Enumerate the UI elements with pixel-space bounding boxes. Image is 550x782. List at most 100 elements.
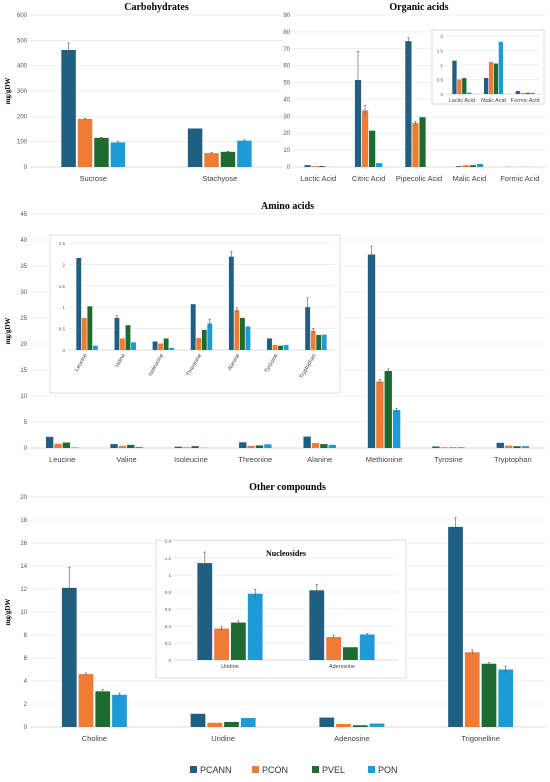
bar-pcann bbox=[76, 257, 82, 350]
bar-pvel bbox=[278, 345, 283, 350]
legend-label-pvel: PVEL bbox=[322, 765, 345, 775]
y-tick-label: 25 bbox=[20, 316, 27, 322]
bar-pcann bbox=[61, 587, 77, 727]
y-tick-label: 0 bbox=[168, 658, 171, 663]
bar-pcann bbox=[309, 590, 325, 660]
bar-pcon bbox=[78, 674, 94, 727]
bar-pcon bbox=[488, 62, 494, 94]
bar-pon bbox=[110, 142, 126, 167]
bar-pvel bbox=[316, 335, 322, 350]
category-label: Tyrosine bbox=[434, 455, 462, 464]
y-tick-label: 5 bbox=[24, 420, 28, 426]
bar-pcon bbox=[440, 447, 448, 448]
bar-pvel bbox=[220, 151, 236, 167]
bar-pon bbox=[283, 344, 289, 350]
bar-pon bbox=[530, 92, 535, 94]
bar-pvel bbox=[94, 137, 109, 167]
bar-pcann bbox=[452, 60, 457, 94]
y-tick-label: 12 bbox=[20, 587, 27, 593]
bar-pon bbox=[457, 447, 465, 448]
bar-pcann bbox=[448, 526, 463, 727]
category-label: Uridine bbox=[211, 734, 235, 743]
bar-pon bbox=[392, 410, 401, 448]
bar-pvel bbox=[384, 371, 392, 448]
bar-pvel bbox=[191, 446, 199, 448]
bar-pcann bbox=[483, 78, 489, 94]
bar-pcann bbox=[228, 256, 234, 350]
y-axis-label: mg/gDW bbox=[4, 599, 12, 626]
bar-pon bbox=[369, 723, 385, 727]
bar-pon bbox=[321, 334, 327, 350]
bar-pcann bbox=[515, 91, 520, 94]
bar-pcon bbox=[183, 447, 191, 448]
bar-pcann bbox=[152, 341, 158, 350]
bar-pcon bbox=[326, 637, 341, 660]
category-label: Citric Acid bbox=[352, 174, 385, 183]
category-label: Lactic Acid bbox=[300, 174, 336, 183]
bar-pon bbox=[498, 669, 514, 727]
bar-pon bbox=[71, 447, 79, 448]
y-tick-label: 100 bbox=[17, 140, 28, 146]
category-label: Isoleucine bbox=[174, 455, 208, 464]
y-tick-label: 300 bbox=[17, 89, 28, 95]
category-label: Malic Acid bbox=[481, 98, 506, 104]
y-tick-label: 60 bbox=[283, 64, 290, 70]
y-tick-label: 20 bbox=[20, 495, 27, 501]
y-tick-label: 40 bbox=[283, 97, 290, 103]
bar-pcon bbox=[336, 723, 351, 727]
category-label: Valine bbox=[116, 455, 136, 464]
y-tick-label: 2.5 bbox=[59, 241, 66, 246]
category-label: Sucrose bbox=[79, 174, 107, 183]
bar-pcann bbox=[304, 165, 311, 167]
bar-pon bbox=[135, 446, 143, 448]
y-tick-label: 0.2 bbox=[165, 641, 172, 646]
bar-pvel bbox=[163, 338, 169, 350]
category-label: Adenosine bbox=[334, 734, 369, 743]
category-label: Adenosine bbox=[329, 664, 355, 670]
y-tick-label: 20 bbox=[20, 342, 27, 348]
bar-pvel bbox=[87, 306, 93, 350]
bar-pvel bbox=[318, 166, 325, 167]
bar-pvel bbox=[255, 445, 264, 448]
bar-pvel bbox=[95, 691, 111, 727]
bar-pcann bbox=[190, 713, 206, 727]
category-label: Lactic Acid bbox=[449, 98, 475, 104]
bar-pon bbox=[112, 694, 127, 727]
y-axis-label: mg/gDW bbox=[4, 318, 12, 345]
chart-title: Organic acids bbox=[389, 2, 448, 13]
y-tick-label: 2 bbox=[440, 34, 443, 39]
y-tick-label: 1 bbox=[168, 573, 171, 578]
y-tick-label: 2 bbox=[24, 702, 28, 708]
legend-label-pcann: PCANN bbox=[200, 765, 232, 775]
chart-title: Other compounds bbox=[249, 482, 326, 493]
legend-swatch-pcann bbox=[190, 766, 197, 773]
bar-pon bbox=[92, 345, 98, 350]
y-tick-label: 0 bbox=[440, 92, 443, 97]
bar-pcann bbox=[110, 444, 118, 448]
bar-pvel bbox=[125, 325, 131, 350]
y-tick-label: 1 bbox=[62, 305, 65, 310]
y-tick-label: 8 bbox=[24, 633, 28, 639]
bar-pcon bbox=[196, 338, 202, 350]
bar-pcann bbox=[190, 304, 196, 350]
legend-label-pcon: PCON bbox=[262, 765, 288, 775]
bar-pvel bbox=[239, 317, 245, 350]
y-tick-label: 0.5 bbox=[59, 327, 66, 332]
y-tick-label: 10 bbox=[20, 610, 27, 616]
y-tick-label: 0.4 bbox=[165, 624, 172, 629]
y-axis-label: mg/gDW bbox=[4, 78, 12, 105]
bar-pvel bbox=[493, 63, 499, 94]
y-tick-label: 1.5 bbox=[437, 49, 444, 54]
y-tick-label: 90 bbox=[283, 13, 290, 19]
bar-pcann bbox=[305, 307, 311, 350]
bar-pon bbox=[498, 41, 504, 94]
bar-pcann bbox=[367, 254, 376, 448]
bar-pon bbox=[245, 326, 251, 350]
y-tick-label: 2 bbox=[62, 262, 65, 267]
category-label: Uridine bbox=[221, 664, 238, 670]
bar-pvel bbox=[469, 165, 477, 167]
bar-pcann bbox=[354, 80, 362, 167]
category-label: Stachyose bbox=[202, 174, 237, 183]
